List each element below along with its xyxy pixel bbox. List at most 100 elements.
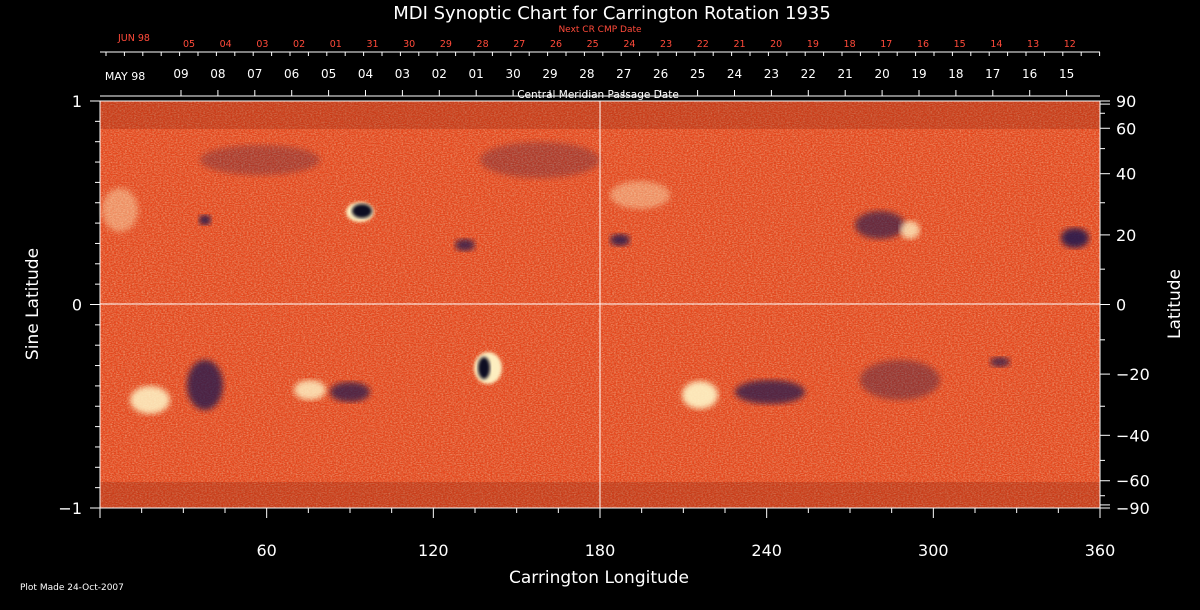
next-cr-date-label: 18 (844, 39, 856, 50)
next-cr-date-label: 26 (550, 39, 562, 50)
x-tick-label: 240 (751, 541, 782, 560)
active-region-blob (610, 181, 670, 209)
right-y-tick-label: −40 (1116, 426, 1150, 445)
cmp-date-label: 16 (1022, 67, 1037, 81)
right-y-tick-label: −60 (1116, 472, 1150, 491)
next-cr-date-label: 27 (513, 39, 525, 50)
cmp-date-label: 15 (1059, 67, 1074, 81)
active-region-blob (199, 215, 211, 225)
next-cr-date-label: 24 (623, 39, 635, 50)
next-cr-date-label: 28 (477, 39, 489, 50)
cmp-date-label: 05 (321, 67, 336, 81)
next-cr-date-label: 16 (917, 39, 929, 50)
active-region-blob (187, 360, 223, 410)
active-region-blob (480, 142, 600, 178)
active-region-blob (455, 239, 475, 251)
active-region-blob (900, 221, 920, 239)
left-y-tick-label: 1 (72, 92, 82, 111)
active-region-blob (130, 386, 170, 414)
x-axis-ticks (99, 508, 1101, 518)
active-region-blob (1061, 228, 1089, 248)
cmp-date-label: 21 (838, 67, 853, 81)
cmp-date-label: 25 (690, 67, 705, 81)
right-y-tick-label: 90 (1116, 92, 1136, 111)
plot-footer: Plot Made 24-Oct-2007 (20, 583, 124, 593)
cmp-date-label: 02 (432, 67, 447, 81)
active-region-blob (855, 211, 905, 239)
left-y-axis-label: Sine Latitude (23, 248, 43, 360)
right-y-axis-label: Latitude (1165, 269, 1185, 339)
cmp-date-label: 26 (653, 67, 668, 81)
next-cr-date-label: 05 (183, 39, 195, 50)
cmp-date-labels: 09 08 07 06 05 04 03 02 01 30 29 28 27 26 25 24 23 22 21 20… (173, 67, 1074, 96)
next-cr-date-label: 25 (587, 39, 599, 50)
cmp-date-label: 27 (616, 67, 631, 81)
next-cr-date-label: 02 (293, 39, 305, 50)
cmp-date-label: 28 (579, 67, 594, 81)
cmp-date-label: 18 (948, 67, 963, 81)
x-tick-label: 180 (585, 541, 616, 560)
next-cr-date-label: 21 (733, 39, 745, 50)
next-cr-date-labels: 05 04 03 02 01 31 30 29 28 27 26 25 24 23 22 21 20 19 18 17… (183, 39, 1076, 50)
cmp-date-label: 22 (801, 67, 816, 81)
right-y-tick-label: 60 (1116, 119, 1136, 138)
right-y-tick-label: −20 (1116, 365, 1150, 384)
cmp-date-label: 19 (911, 67, 926, 81)
cmp-date-label: 07 (247, 67, 262, 81)
left-y-axis-tick-labels: 1 0 −1 (58, 92, 82, 518)
x-tick-label: 360 (1085, 541, 1116, 560)
right-y-axis-tick-labels: 90 60 40 20 0 −20 −40 −60 −90 (1116, 92, 1150, 518)
next-cr-date-label: 15 (954, 39, 966, 50)
active-region-blob (478, 357, 490, 379)
x-tick-label: 60 (256, 541, 276, 560)
cmp-date-label: 23 (764, 67, 779, 81)
active-region-blob (294, 380, 326, 400)
cmp-date-label: 06 (284, 67, 299, 81)
next-cr-date-label: 12 (1064, 39, 1076, 50)
right-y-tick-label: −90 (1116, 499, 1150, 518)
cmp-date-label: 03 (395, 67, 410, 81)
cmp-date-label: 09 (173, 67, 188, 81)
left-y-tick-label: 0 (72, 296, 82, 315)
next-cr-date-label: 19 (807, 39, 819, 50)
next-cr-date-label: 04 (220, 39, 232, 50)
right-y-axis-ticks (1100, 100, 1110, 509)
next-cr-date-label: 29 (440, 39, 452, 50)
active-region-blob (200, 145, 320, 175)
active-region-blob (330, 382, 370, 402)
next-cr-ticks (105, 52, 1101, 56)
x-tick-label: 120 (418, 541, 449, 560)
next-cr-date-label: 31 (366, 39, 378, 50)
right-y-tick-label: 40 (1116, 165, 1136, 184)
next-cr-date-label: 17 (880, 39, 892, 50)
cmp-date-label: 20 (874, 67, 889, 81)
left-y-axis-ticks (90, 100, 100, 509)
cmp-date-label: 24 (727, 67, 742, 81)
right-y-tick-label: 20 (1116, 226, 1136, 245)
next-cr-date-label: 13 (1027, 39, 1039, 50)
cmp-date-label: 30 (505, 67, 520, 81)
active-region-blob (990, 357, 1010, 367)
cmp-axis-title: Central Meridian Passage Date (517, 89, 679, 101)
cmp-date-label: 29 (542, 67, 557, 81)
next-cr-date-label: 20 (770, 39, 782, 50)
next-cr-date-label: 03 (256, 39, 268, 50)
x-axis-label: Carrington Longitude (509, 568, 689, 588)
active-region-blob (352, 204, 372, 218)
next-cr-month-label: JUN 98 (117, 33, 150, 44)
chart-title: MDI Synoptic Chart for Carrington Rotati… (393, 3, 831, 24)
right-y-tick-label: 0 (1116, 296, 1126, 315)
cmp-date-label: 17 (985, 67, 1000, 81)
next-cr-axis-title: Next CR CMP Date (558, 25, 642, 35)
x-tick-label: 300 (918, 541, 949, 560)
next-cr-date-label: 22 (697, 39, 709, 50)
active-region-blob (682, 381, 718, 409)
cmp-date-label: 08 (210, 67, 225, 81)
active-region-blob (610, 234, 630, 246)
cmp-date-label: 01 (469, 67, 484, 81)
next-cr-date-label: 23 (660, 39, 672, 50)
active-region-blob (102, 188, 138, 232)
next-cr-date-label: 14 (990, 39, 1002, 50)
active-region-blob (735, 380, 805, 404)
next-cr-date-label: 01 (330, 39, 342, 50)
